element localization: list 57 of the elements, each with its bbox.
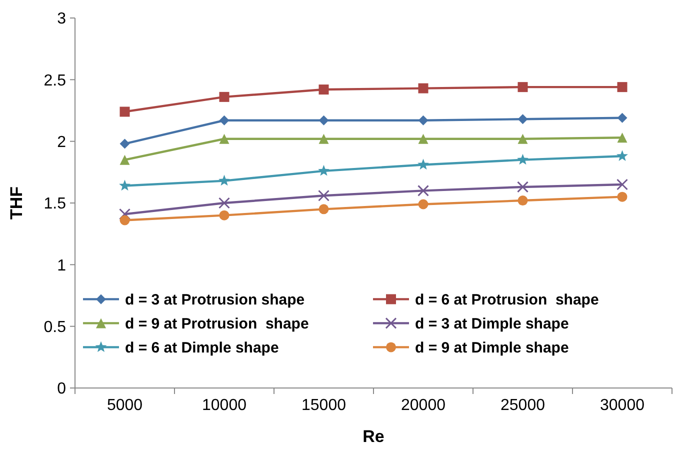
legend-label: d = 3 at Dimple shape — [415, 315, 569, 332]
point — [219, 210, 230, 220]
point — [616, 150, 628, 161]
x-tick-label: 15000 — [302, 397, 346, 414]
y-axis-title: THF — [7, 186, 26, 220]
point — [518, 196, 528, 206]
point — [517, 154, 528, 165]
point — [120, 106, 130, 117]
point — [318, 190, 330, 202]
point — [518, 82, 528, 92]
point — [518, 134, 528, 144]
legend-label: d = 6 at Protrusion shape — [415, 291, 599, 308]
point — [518, 114, 528, 124]
point — [318, 134, 329, 144]
point — [318, 115, 329, 126]
y-tick-label: 2.5 — [44, 72, 66, 90]
point — [418, 134, 428, 144]
y-tick-label: 0 — [57, 380, 66, 398]
x-tick-label: 25000 — [500, 397, 546, 414]
point — [318, 84, 329, 95]
point — [517, 181, 528, 193]
point — [318, 204, 329, 214]
y-tick-label: 2 — [57, 134, 66, 151]
x-tick-label: 20000 — [401, 397, 446, 414]
point — [418, 115, 428, 126]
point — [418, 83, 428, 94]
y-tick-label: 3 — [57, 10, 66, 28]
point — [219, 134, 230, 144]
point — [418, 158, 429, 170]
point — [617, 192, 628, 202]
legend-label: d = 9 at Dimple shape — [415, 339, 569, 356]
legend-label: d = 3 at Protrusion shape — [125, 291, 305, 308]
point — [218, 174, 230, 186]
x-tick-label: 30000 — [600, 397, 645, 414]
legend-label: d = 9 at Protrusion shape — [125, 315, 309, 332]
point — [119, 180, 130, 191]
point — [219, 115, 230, 126]
y-tick-label: 1 — [57, 257, 66, 274]
point — [617, 112, 628, 123]
point — [219, 92, 230, 102]
point — [218, 197, 230, 209]
point — [617, 82, 628, 92]
y-tick-label: 0.5 — [44, 318, 66, 336]
point — [617, 132, 628, 143]
y-tick-label: 1.5 — [44, 196, 66, 213]
point — [120, 154, 130, 165]
point — [418, 199, 428, 210]
point — [120, 215, 130, 226]
point — [418, 184, 429, 196]
x-axis-title: Re — [362, 427, 384, 446]
point — [318, 164, 330, 176]
point — [120, 138, 130, 149]
point — [616, 178, 628, 190]
x-tick-label: 10000 — [202, 397, 247, 414]
legend-label: d = 6 at Dimple shape — [125, 339, 279, 356]
point — [119, 208, 130, 220]
x-tick-label: 5000 — [106, 397, 143, 414]
